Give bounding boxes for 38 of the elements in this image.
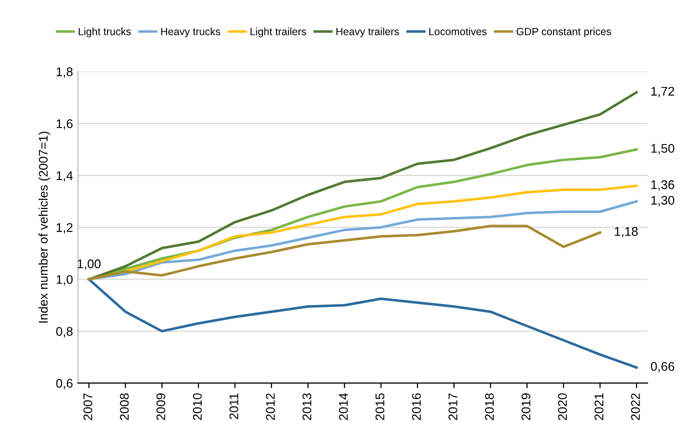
x-tick-label: 2010 — [192, 393, 202, 420]
x-tick-label: 2020 — [558, 393, 567, 420]
annotation: 1,36 — [651, 180, 674, 191]
x-tick-label: 2008 — [120, 393, 129, 420]
x-tick-label: 2015 — [375, 393, 384, 420]
x-tick-label: 2007 — [83, 393, 92, 420]
y-tick-label: 1,0 — [56, 275, 73, 286]
x-tick-label: 2022 — [631, 393, 640, 420]
annotation: 0,66 — [650, 362, 674, 372]
x-tick-label: 2014 — [338, 393, 348, 420]
x-tick-label: 2018 — [485, 393, 494, 420]
y-tick-label: 1,8 — [56, 67, 73, 78]
annotation: 1,18 — [614, 227, 638, 238]
y-tick-label: 1,6 — [56, 119, 73, 130]
x-tick-label: 2011 — [229, 393, 238, 420]
y-tick-label: 1,2 — [56, 223, 72, 234]
x-tick-label: 2017 — [448, 393, 458, 420]
legend-label: Heavy trailers — [336, 28, 399, 38]
legend-label: GDP constant prices — [516, 28, 612, 38]
x-tick-label: 2019 — [522, 393, 530, 420]
y-tick-label: 1,4 — [56, 171, 73, 182]
legend-label: Locomotives — [429, 28, 487, 36]
x-tick-label: 2016 — [412, 393, 421, 420]
annotation: 1,72 — [651, 86, 674, 98]
x-tick-label: 2012 — [266, 393, 275, 420]
annotation: 1,00 — [78, 259, 101, 270]
line-series — [88, 278, 638, 369]
annotation: 1,30 — [651, 196, 674, 206]
legend-label: Heavy trucks — [161, 28, 220, 38]
annotation: 1,50 — [651, 144, 674, 154]
x-tick-label: 2013 — [302, 393, 312, 420]
y-tick-label: 0,8 — [56, 326, 73, 338]
y-axis-title: Index number of vehicles (2007=1) — [38, 132, 50, 323]
x-tick-label: 2009 — [156, 393, 166, 420]
x-tick-label: 2021 — [594, 393, 604, 420]
y-tick-label: 0,6 — [56, 378, 73, 390]
legend-label: Light trucks — [78, 28, 131, 38]
legend-label: Light trailers — [250, 28, 306, 38]
